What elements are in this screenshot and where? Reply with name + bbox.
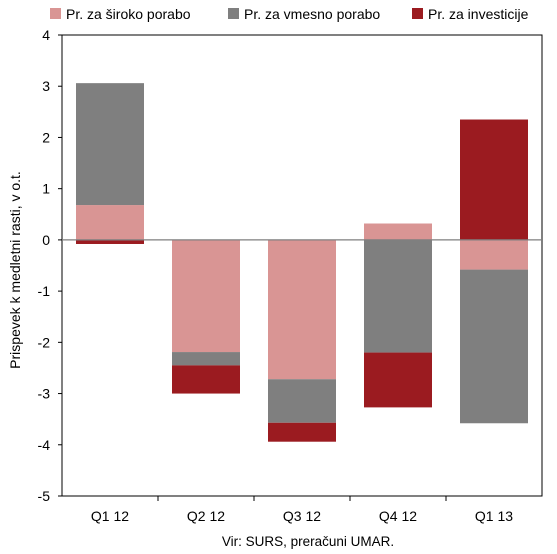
- bar-segment-1-q2-12: [172, 239, 240, 353]
- bar-segment-3-q2-12: [172, 365, 240, 394]
- y-tick-label: 3: [42, 78, 50, 94]
- bar-segment-3-q1-13: [460, 119, 528, 240]
- x-tick-label: Q4 12: [379, 508, 417, 524]
- bar-segment-1-q1-12: [76, 205, 144, 240]
- bar-segment-1-q1-13: [460, 239, 528, 270]
- y-tick-label: -4: [38, 437, 51, 453]
- y-tick-label: 2: [42, 129, 50, 145]
- legend-label: Pr. za investicije: [428, 6, 529, 22]
- x-axis: Q1 12 Q2 12 Q3 12 Q4 12 Q1 13: [91, 496, 513, 524]
- bar-segment-2-q3-12: [268, 379, 336, 423]
- plot-frame: [61, 34, 543, 497]
- y-axis-label: Prispevek k medletni rasti, v o.t.: [7, 171, 23, 369]
- bar-segment-1-q3-12: [268, 239, 336, 380]
- bar-segment-1-q4-12: [364, 223, 432, 240]
- y-tick-label: 1: [42, 181, 50, 197]
- plot-area: [61, 34, 543, 497]
- y-tick-label: -5: [38, 488, 51, 504]
- bar-segment-2-q1-13: [460, 269, 528, 424]
- x-tick-label: Q1 12: [91, 508, 129, 524]
- bar-segment-2-q2-12: [172, 352, 240, 366]
- source-note: Vir: SURS, preračuni UMAR.: [222, 534, 394, 549]
- bar-segment-3-q4-12: [364, 352, 432, 408]
- legend-label: Pr. za vmesno porabo: [244, 6, 380, 22]
- x-tick-label: Q2 12: [187, 508, 225, 524]
- bar-segment-2-q1-12: [76, 83, 144, 206]
- legend-swatch: [228, 8, 239, 19]
- bar-segment-3-q3-12: [268, 422, 336, 442]
- legend: Pr. za široko porabo Pr. za vmesno porabo…: [50, 6, 529, 22]
- legend-label: Pr. za široko porabo: [66, 6, 191, 22]
- legend-swatch: [412, 8, 423, 19]
- y-tick-label: -2: [38, 334, 51, 350]
- y-tick-label: -1: [38, 283, 51, 299]
- x-tick-label: Q3 12: [283, 508, 321, 524]
- y-tick-label: 4: [42, 27, 50, 43]
- legend-swatch: [50, 8, 61, 19]
- x-tick-label: Q1 13: [475, 508, 513, 524]
- y-axis: 4 3 2 1 0 -1 -2 -3 -4 -5: [38, 27, 62, 504]
- y-tick-label: -3: [38, 386, 51, 402]
- bar-segment-2-q4-12: [364, 239, 432, 353]
- y-tick-label: 0: [42, 232, 50, 248]
- bar-segment-3-q1-12: [76, 239, 144, 244]
